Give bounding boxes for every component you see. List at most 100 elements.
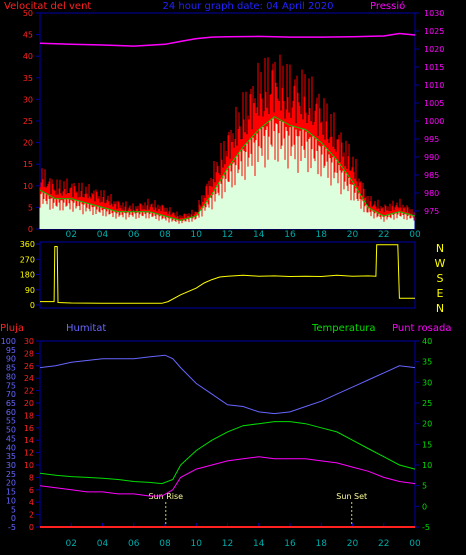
pressure-y-tick-label: 975 [424, 207, 439, 216]
wind-y-tick-label: 30 [23, 95, 33, 104]
x-tick-label: 16 [284, 230, 296, 240]
wind-average-line [39, 116, 416, 221]
temperature-y-tick-label: 25 [422, 399, 432, 408]
x-tick-label: 12 [222, 539, 233, 549]
humidity-y-tick-label: 80 [6, 372, 16, 381]
humidity-y-tick-label: -5 [8, 523, 16, 532]
pressure-y-tick-label: 1005 [424, 99, 444, 108]
x-tick-label: 18 [316, 539, 328, 549]
rain-y-tick-label: 10 [24, 461, 34, 470]
wind-panel: 24 hour graph date: 04 April 2020 Veloci… [4, 0, 444, 240]
temperature-y-ticks: -5 0 5 10 15 20 25 30 35 40 [415, 337, 432, 532]
x-tick-label: 02 [66, 230, 77, 240]
x-tick-label: 18 [316, 230, 328, 240]
direction-y-tick-label: 270 [20, 255, 35, 264]
humidity-axis-label: Humitat [66, 323, 106, 334]
rain-y-tick-label: 20 [24, 399, 34, 408]
x-tick-label: 04 [97, 539, 109, 549]
x-tick-label: 06 [128, 230, 140, 240]
direction-y-tick-label: 360 [20, 240, 35, 249]
direction-y-tick-label: 0 [30, 301, 35, 310]
x-tick-label: 00 [409, 539, 421, 549]
humidity-y-tick-label: 20 [6, 479, 16, 488]
pressure-y-tick-label: 985 [424, 171, 439, 180]
pressure-axis-label: Pressió [370, 0, 405, 12]
temperature-y-tick-label: -5 [422, 523, 430, 532]
rain-y-tick-label: 0 [29, 523, 34, 532]
pressure-y-tick-label: 1020 [424, 45, 444, 54]
x-tick-label: 08 [159, 539, 171, 549]
wind-y-tick-label: 25 [23, 117, 33, 126]
wind-y-tick-label: 5 [28, 203, 33, 212]
wind-x-ticks: 02 04 06 08 10 12 14 16 18 20 22 00 [66, 225, 421, 240]
direction-label: S [437, 272, 444, 285]
x-tick-label: 22 [378, 230, 389, 240]
rain-y-tick-label: 8 [29, 473, 34, 482]
pressure-y-tick-label: 980 [424, 189, 439, 198]
temperature-y-tick-label: 15 [422, 440, 432, 449]
rain-y-tick-label: 24 [24, 374, 34, 383]
dewpoint-line [39, 456, 416, 497]
temperature-line [39, 421, 416, 485]
humidity-y-tick-label: 55 [6, 417, 16, 426]
x-tick-label: 06 [128, 539, 140, 549]
direction-label: N [436, 242, 444, 255]
rain-y-tick-label: 22 [24, 387, 34, 396]
wind-y-tick-label: 20 [23, 139, 33, 148]
wind-y-tick-label: 0 [28, 225, 33, 234]
humidity-y-tick-label: 60 [6, 408, 16, 417]
temperature-y-tick-label: 35 [422, 358, 432, 367]
x-tick-label: 16 [284, 539, 296, 549]
rain-y-tick-label: 4 [29, 498, 34, 507]
direction-y-tick-label: 180 [20, 271, 35, 280]
rain-y-tick-label: 6 [29, 486, 34, 495]
rain-y-tick-label: 14 [24, 436, 34, 445]
pressure-y-tick-label: 995 [424, 135, 439, 144]
temperature-axis-label: Temperatura [311, 323, 376, 334]
direction-y-ticks: 0 90 180 270 360 [20, 240, 40, 310]
humidity-y-tick-label: 40 [6, 443, 16, 452]
humidity-line [39, 354, 416, 415]
rain-y-tick-label: 18 [24, 411, 34, 420]
temperature-y-tick-label: 0 [422, 502, 427, 511]
wind-direction-line [40, 244, 415, 304]
temperature-y-tick-label: 40 [422, 337, 432, 346]
direction-label: W [435, 257, 446, 270]
pressure-y-ticks: 975 980 985 990 995 1000 1005 1010 1015 1020 1025 1… [415, 9, 444, 216]
humidity-y-tick-label: 70 [6, 390, 16, 399]
humidity-y-tick-label: 25 [6, 470, 16, 479]
x-tick-label: 14 [253, 539, 265, 549]
humidity-y-tick-label: 100 [1, 337, 16, 346]
rain-y-tick-label: 28 [24, 349, 34, 358]
humidity-y-tick-label: 10 [6, 496, 16, 505]
humidity-y-tick-label: 0 [11, 514, 16, 523]
x-tick-label: 00 [409, 230, 421, 240]
wind-bars [39, 54, 415, 229]
x-tick-label: 20 [347, 230, 359, 240]
dewpoint-axis-label: Punt rosada [392, 323, 451, 334]
x-tick-label: 12 [222, 230, 233, 240]
chart-title: 24 hour graph date: 04 April 2020 [163, 1, 334, 12]
pressure-line [39, 32, 416, 47]
temperature-y-tick-label: 5 [422, 482, 427, 491]
wind-y-tick-label: 15 [23, 160, 33, 169]
humidity-y-tick-label: 35 [6, 452, 16, 461]
x-tick-label: 10 [191, 539, 203, 549]
wind-axis-label: Velocitat del vent [4, 1, 91, 12]
humidity-y-ticks: -505101520253035404550556065707580859095… [1, 337, 16, 532]
pressure-y-tick-label: 1025 [424, 27, 444, 36]
pressure-y-tick-label: 1015 [424, 63, 444, 72]
humidity-y-tick-label: 85 [6, 364, 16, 373]
wind-y-tick-label: 45 [23, 31, 33, 40]
climate-x-ticks: 02 04 06 08 10 12 14 16 18 20 22 00 [66, 523, 421, 549]
x-tick-label: 22 [378, 539, 389, 549]
x-tick-label: 02 [66, 539, 77, 549]
humidity-y-tick-label: 65 [6, 399, 16, 408]
humidity-y-tick-label: 90 [6, 355, 16, 364]
humidity-y-tick-label: 75 [6, 381, 16, 390]
wind-y-tick-label: 10 [23, 182, 33, 191]
